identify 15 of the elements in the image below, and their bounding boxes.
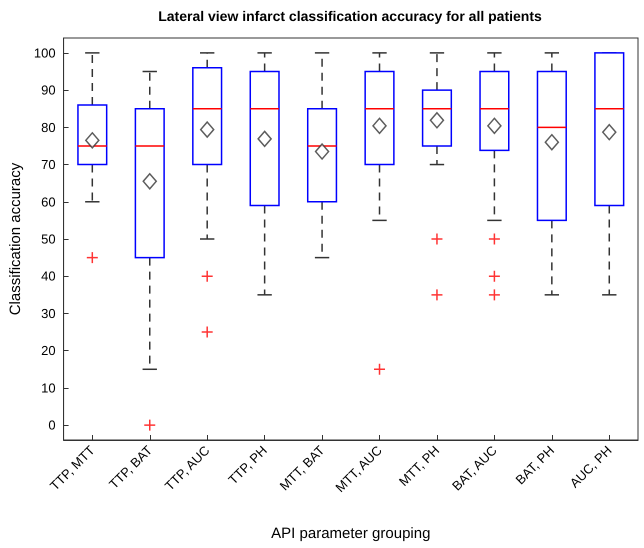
y-tick-label: 60 [41, 194, 56, 210]
y-tick-label: 30 [41, 306, 56, 321]
y-tick-label: 20 [41, 343, 56, 358]
y-tick-label: 90 [41, 82, 56, 98]
y-tick-label: 50 [41, 232, 56, 246]
x-tick-label: TTP, PH [225, 442, 270, 488]
y-tick-label: 100 [34, 45, 56, 60]
chart-title: Lateral view infarct classification accuracy for all patients [158, 8, 542, 24]
y-axis-title: Classification accuracy [7, 162, 24, 316]
y-tick-label: 70 [41, 157, 56, 172]
y-tick-label: 0 [48, 418, 56, 433]
y-tick-label: 80 [41, 120, 56, 135]
y-tick-label: 40 [41, 268, 56, 284]
y-tick-label: 10 [41, 380, 56, 396]
x-axis-title: API parameter grouping [271, 525, 430, 542]
